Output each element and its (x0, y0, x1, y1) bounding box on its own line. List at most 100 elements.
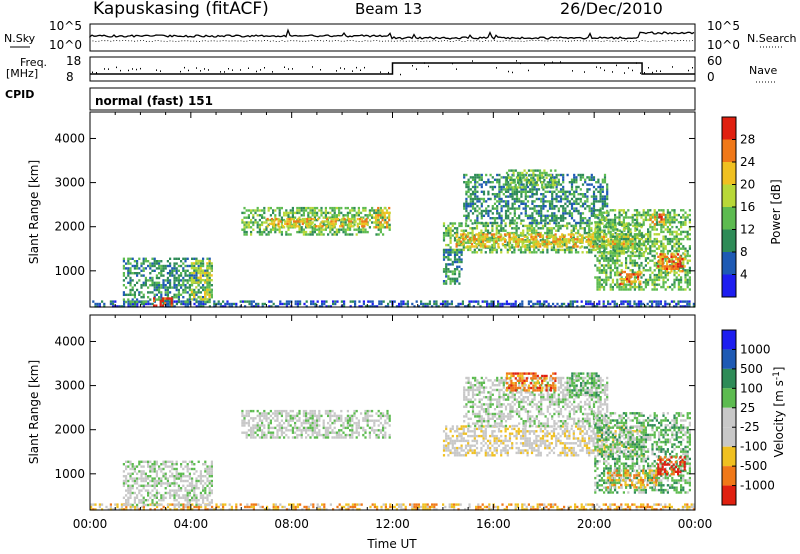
nave-dot (320, 69, 321, 71)
nave-dot (412, 65, 413, 67)
nave-dot (600, 67, 601, 69)
xtick-label-5: 20:00 (577, 517, 612, 531)
nave-dot (292, 68, 293, 70)
nave-dot (572, 70, 573, 72)
nsky-label: N.Sky (4, 32, 36, 45)
xtick-label-0: 00:00 (73, 517, 108, 531)
nave-dot (200, 70, 201, 72)
noise-tick-top-left: 10^5 (49, 19, 82, 33)
nave-dot (512, 71, 513, 74)
power-echo-region-10 (463, 173, 609, 225)
power-colorbar-tick-label-3: 16 (740, 200, 755, 214)
power-echo-region-5 (266, 217, 368, 228)
nave-tick-top: 60 (707, 54, 722, 68)
power-colorbar-swatch-2 (722, 229, 736, 252)
freq-tick-bottom: 8 (66, 70, 74, 84)
nave-dot (648, 67, 649, 69)
nave-dot (312, 66, 313, 68)
power-echo-region-15 (649, 213, 665, 226)
power-ylabel: Slant Range [km] (27, 160, 41, 264)
nave-dot (256, 70, 257, 73)
nave-dot (272, 71, 273, 73)
velocity-colorbar-swatch-5 (722, 427, 736, 447)
nave-dot (604, 69, 605, 72)
power-ytick-label-2: 3000 (54, 176, 85, 190)
nave-dot (672, 66, 673, 68)
noise-traces (89, 28, 695, 43)
nave-dot (652, 71, 653, 74)
power-echo-region-3 (190, 259, 213, 301)
nave-dot (628, 67, 629, 69)
nsearch-label: N.Search (747, 32, 797, 45)
velocity-ylabel: Slant Range [km] (27, 360, 41, 464)
nave-dot (452, 62, 453, 65)
nave-label: Nave (749, 64, 777, 77)
nave-dot (180, 70, 181, 73)
power-colorbar-tick-label-0: 4 (740, 268, 748, 282)
nave-dot (508, 70, 509, 73)
velocity-colorbar-swatch-0 (722, 330, 736, 350)
nsky-trace (89, 28, 695, 40)
nave-dot (132, 68, 133, 70)
xtick-label-3: 12:00 (375, 517, 410, 531)
nave-dot (616, 64, 617, 67)
power-colorbar-tick-label-4: 20 (740, 178, 755, 192)
nave-dot (108, 68, 109, 70)
nave-dot (520, 62, 521, 65)
nave-dot (632, 69, 633, 72)
nave-dot (344, 68, 345, 70)
nave-dot (612, 71, 613, 73)
freq-panel: Freq. [MHz] 18 8 60 0 Nave (6, 54, 777, 84)
nave-dot (140, 67, 141, 70)
velocity-y-axis: 1000 2000 3000 4000 (54, 315, 696, 510)
nave-dot (644, 72, 645, 74)
nave-dot (356, 66, 357, 69)
power-echo-region-11 (505, 169, 557, 189)
nave-dot (224, 71, 225, 73)
power-colorbar-tick-label-6: 28 (740, 133, 755, 147)
velocity-echo-region-6 (569, 372, 600, 397)
power-ytick-label-3: 4000 (54, 131, 85, 145)
nave-dot (388, 71, 389, 74)
power-colorbar-swatch-5 (722, 162, 736, 185)
power-echo-region-12 (594, 209, 691, 291)
power-echo-region-13 (657, 253, 686, 273)
nave-dot (352, 70, 353, 72)
nave-dot (196, 67, 197, 69)
nave-dot (472, 60, 473, 62)
velocity-colorbar-swatch-1 (722, 349, 736, 369)
velocity-colorbar-swatch-3 (722, 388, 736, 408)
nave-dot (204, 68, 205, 70)
freq-panel-frame (89, 56, 696, 82)
nave-dot (656, 70, 657, 72)
velocity-colorbar-swatch-4 (722, 407, 736, 428)
date-title: 26/Dec/2010 (560, 0, 663, 18)
noise-tick-bottom-right: 10^0 (707, 38, 740, 52)
power-ytick-label-1: 2000 (54, 220, 85, 234)
nave-dot (104, 68, 105, 70)
nave-dot (340, 67, 341, 69)
nave-dot (516, 60, 517, 62)
nave-dot (160, 70, 161, 72)
velocity-colorbar-swatch-7 (722, 466, 736, 486)
nave-dot (96, 72, 97, 74)
velocity-ytick-label-3: 4000 (54, 334, 85, 348)
velocity-echo-region-2 (241, 409, 391, 439)
power-colorbar-swatch-0 (722, 274, 736, 297)
power-ytick-label-0: 1000 (54, 264, 85, 278)
nave-dot (596, 66, 597, 68)
velocity-plot-area (90, 372, 695, 511)
power-panel: 1000 2000 3000 4000 Slant Range [km] 4 8 12 16… (27, 111, 783, 308)
cpid-frame (89, 87, 696, 111)
velocity-colorbar-frame (721, 329, 737, 506)
power-colorbar: 4 8 12 16 20 24 28 (721, 116, 755, 298)
velocity-ytick-label-1: 2000 (54, 423, 85, 437)
nave-dot (560, 61, 561, 63)
velocity-colorbar-tick-label-5: -100 (740, 440, 767, 454)
nave-dot (248, 67, 249, 69)
nave-dot (264, 67, 265, 69)
nave-dot (208, 69, 209, 71)
nsearch-trace (89, 39, 694, 43)
nave-dot (688, 69, 689, 72)
power-colorbar-swatch-1 (722, 252, 736, 275)
